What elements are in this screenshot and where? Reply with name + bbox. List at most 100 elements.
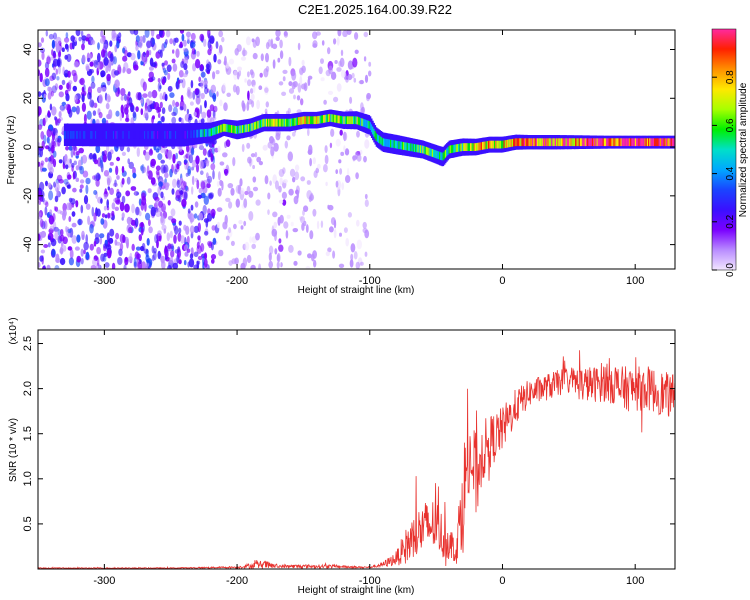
heatmap-noise-cell <box>183 39 187 47</box>
heatmap-noise-cell <box>72 187 77 193</box>
heatmap-ridge-cell <box>335 114 337 123</box>
heatmap-ridge-cell <box>106 131 109 139</box>
heatmap-noise-cell <box>140 227 144 236</box>
heatmap-noise-cell <box>46 264 51 269</box>
heatmap-noise-cell <box>197 194 202 199</box>
heatmap-noise-cell <box>151 76 156 81</box>
heatmap-ridge-cell <box>185 130 188 139</box>
heatmap-noise-cell <box>317 163 321 170</box>
heatmap-noise-cell <box>40 131 45 140</box>
heatmap-ridge-cell <box>318 115 320 124</box>
y-tick-label: 1.0 <box>22 471 34 486</box>
heatmap-ridge-cell <box>673 138 675 147</box>
heatmap-ridge-cell <box>363 119 366 127</box>
heatmap-noise-cell <box>275 180 279 190</box>
heatmap-ridge-cell <box>95 131 97 139</box>
heatmap-noise-cell <box>53 181 56 188</box>
heatmap-ridge-cell <box>364 119 367 128</box>
heatmap-noise-cell <box>107 151 112 161</box>
heatmap-noise-cell <box>324 154 329 165</box>
heatmap-noise-cell <box>171 111 177 117</box>
heatmap-noise-cell <box>350 253 354 261</box>
heatmap-noise-cell <box>228 260 233 266</box>
heatmap-noise-cell <box>287 151 293 162</box>
heatmap-ridge-cell <box>329 113 331 122</box>
heatmap-noise-cell <box>57 118 61 124</box>
heatmap-noise-cell <box>201 111 207 119</box>
heatmap-noise-cell <box>306 180 311 185</box>
heatmap-noise-cell <box>156 239 159 249</box>
heatmap-noise-cell <box>299 67 304 75</box>
heatmap-noise-cell <box>353 251 358 260</box>
heatmap-noise-cell <box>275 130 281 137</box>
heatmap-noise-cell <box>189 253 194 260</box>
heatmap-noise-cell <box>181 33 185 42</box>
heatmap-ridge-cell <box>505 140 508 148</box>
spectrogram-y-axis-label: Frequency (Hz) <box>6 116 17 185</box>
heatmap-ridge-cell <box>545 138 547 147</box>
heatmap-noise-cell <box>226 92 231 98</box>
heatmap-ridge-cell <box>336 115 338 123</box>
heatmap-ridge-cell <box>124 131 127 139</box>
heatmap-noise-cell <box>158 181 164 187</box>
heatmap-ridge-cell <box>602 138 605 147</box>
heatmap-noise-cell <box>191 166 195 171</box>
heatmap-ridge-cell <box>533 138 535 147</box>
heatmap-ridge-cell <box>523 138 526 147</box>
heatmap-ridge-cell <box>496 140 498 149</box>
heatmap-noise-cell <box>81 154 88 164</box>
heatmap-ridge-cell <box>222 123 225 132</box>
heatmap-noise-cell <box>144 108 149 118</box>
heatmap-noise-cell <box>205 63 210 70</box>
heatmap-noise-cell <box>89 152 93 160</box>
heatmap-noise-cell <box>68 80 73 85</box>
heatmap-ridge-cell <box>528 138 531 147</box>
heatmap-noise-cell <box>207 175 213 184</box>
heatmap-ridge-cell <box>566 138 569 147</box>
heatmap-ridge-cell <box>603 138 606 147</box>
heatmap-noise-cell <box>41 51 45 61</box>
heatmap-noise-cell <box>283 221 289 229</box>
heatmap-ridge-cell <box>452 145 454 153</box>
heatmap-ridge-cell <box>173 131 176 139</box>
heatmap-ridge-cell <box>161 131 164 139</box>
heatmap-ridge-cell <box>486 141 489 149</box>
heatmap-ridge-cell <box>265 118 268 127</box>
heatmap-noise-cell <box>217 221 220 229</box>
heatmap-noise-cell <box>83 249 86 255</box>
heatmap-noise-cell <box>207 39 212 50</box>
heatmap-noise-cell <box>121 177 125 185</box>
heatmap-ridge-cell <box>158 131 160 139</box>
heatmap-noise-cell <box>78 166 83 171</box>
heatmap-noise-cell <box>232 157 236 167</box>
heatmap-noise-cell <box>332 250 336 259</box>
heatmap-ridge-cell <box>250 123 252 132</box>
heatmap-noise-cell <box>124 203 130 213</box>
heatmap-ridge-cell <box>542 138 545 147</box>
heatmap-ridge-cell <box>240 125 243 134</box>
heatmap-noise-cell <box>38 161 41 167</box>
heatmap-noise-cell <box>56 76 60 81</box>
x-tick-label: -300 <box>93 575 115 587</box>
colorbar-tick-label: 0.0 <box>725 263 736 277</box>
heatmap-ridge-cell <box>663 138 666 147</box>
heatmap-ridge-cell <box>611 138 613 147</box>
heatmap-noise-cell <box>187 208 191 214</box>
heatmap-ridge-cell <box>274 118 276 127</box>
heatmap-noise-cell <box>188 258 195 268</box>
heatmap-noise-cell <box>184 251 189 257</box>
heatmap-noise-cell <box>128 226 133 234</box>
heatmap-ridge-cell <box>439 151 441 160</box>
heatmap-noise-cell <box>139 35 143 43</box>
heatmap-noise-cell <box>258 85 263 90</box>
heatmap-ridge-cell <box>212 127 214 136</box>
heatmap-noise-cell <box>103 170 110 177</box>
heatmap-noise-cell <box>210 208 216 217</box>
heatmap-noise-cell <box>130 104 135 113</box>
heatmap-noise-cell <box>46 128 52 138</box>
heatmap-noise-cell <box>138 234 142 242</box>
heatmap-noise-cell <box>71 235 77 244</box>
heatmap-noise-cell <box>205 67 211 74</box>
heatmap-noise-cell <box>76 234 81 243</box>
heatmap-noise-cell <box>113 56 117 65</box>
